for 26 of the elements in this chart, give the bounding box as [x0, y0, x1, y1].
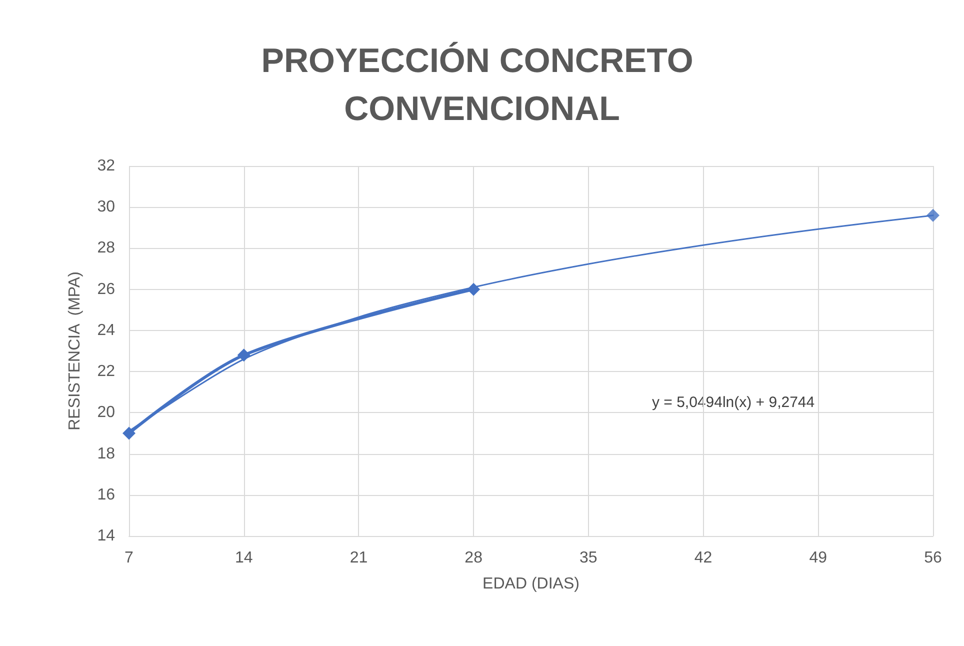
y-tick-label: 24	[97, 322, 116, 339]
x-tick-label: 42	[694, 550, 712, 566]
y-tick-label: 18	[97, 445, 116, 462]
point	[926, 208, 940, 222]
y-axis-title: RESISTENCIA (MPA)	[66, 272, 84, 430]
x-tick-label: 56	[924, 550, 942, 566]
point	[237, 348, 250, 362]
y-tick-label: 32	[97, 158, 116, 174]
x-tick-label: 14	[234, 550, 253, 566]
x-axis-title: EDAD (DIAS)	[482, 576, 580, 592]
y-tick-label: 16	[97, 486, 116, 504]
annotation: y = 5,0494ln(x) + 9,2744	[652, 394, 815, 411]
chart-title: PROYECCIÓN CONCRETO CONVENCIONAL	[261, 41, 703, 128]
x-tick-label: 21	[350, 550, 368, 566]
point	[467, 282, 480, 296]
point	[122, 426, 136, 440]
x-tick-label: 28	[464, 550, 483, 566]
x-tick-label: 49	[809, 550, 828, 566]
y-tick-label: 14	[97, 528, 116, 544]
y-tick-label: 26	[97, 280, 116, 298]
x-tick-label: 35	[580, 550, 598, 566]
y-tick-label: 20	[97, 404, 116, 422]
y-tick-label: 30	[97, 198, 116, 216]
y-tick-label: 22	[97, 363, 116, 380]
y-tick-label: 28	[97, 240, 116, 257]
x-tick-label: 7	[124, 550, 134, 566]
